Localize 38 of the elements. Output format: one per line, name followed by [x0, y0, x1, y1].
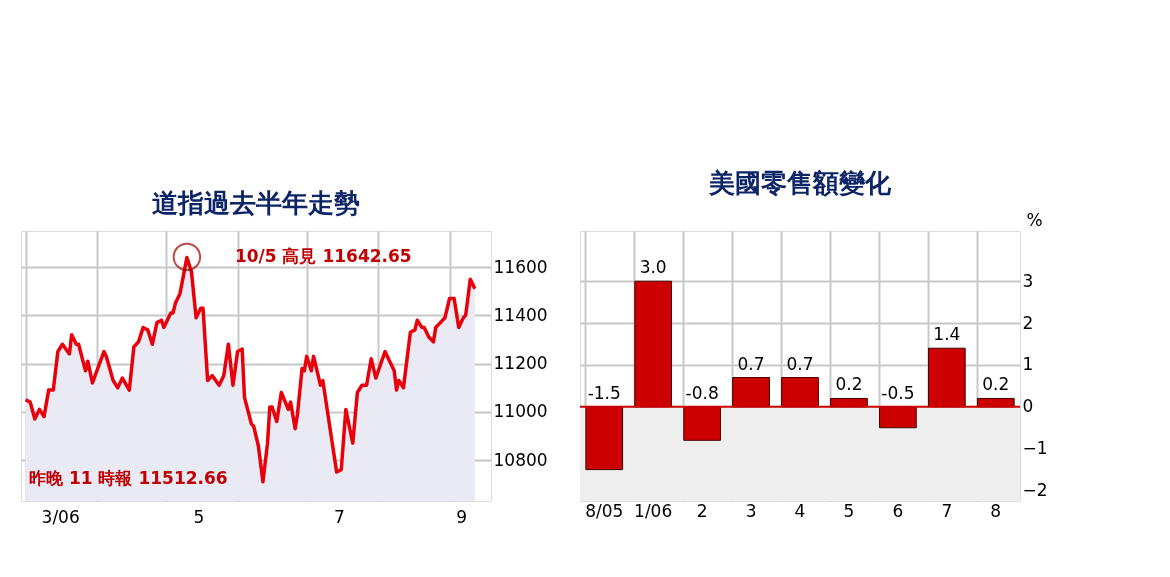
x-tick-label: 1/06 [634, 500, 673, 521]
x-tick-label: 7 [334, 506, 345, 527]
annotation: 昨晚 11 時報 11512.66 [29, 468, 228, 488]
x-tick-label: 4 [794, 500, 806, 521]
y-tick-label: −1 [1022, 438, 1048, 459]
y-tick-label: 11600 [493, 256, 548, 277]
text: 0.2 [835, 374, 863, 395]
x-tick-label: 8 [990, 500, 1002, 521]
y-tick-label: 2 [1022, 312, 1034, 333]
text: 3.0 [639, 257, 667, 278]
text: -1.5 [587, 382, 621, 403]
y-tick-label: −2 [1022, 480, 1048, 501]
text: -0.8 [685, 382, 719, 403]
text: 0.2 [982, 374, 1010, 395]
text: 0.7 [737, 353, 765, 374]
x-tick-label: 3/06 [41, 506, 80, 527]
chart-title: 美國零售額變化 [708, 168, 892, 198]
y-tick-label: 3 [1022, 270, 1034, 291]
y-tick-label: 11000 [493, 401, 548, 422]
x-tick-label: 2 [696, 500, 708, 521]
chart-title: 道指過去半年走勢 [152, 188, 360, 218]
x-tick-label: 6 [892, 500, 904, 521]
x-tick-label: 8/05 [585, 500, 624, 521]
x-tick-label: 9 [456, 506, 467, 527]
y-tick-label: 11200 [493, 353, 548, 374]
text: 0.7 [786, 353, 814, 374]
y-tick-label: 11400 [493, 304, 548, 325]
x-tick-label: 7 [941, 500, 953, 521]
y-tick-label: 1 [1022, 354, 1034, 375]
x-tick-label: 3 [745, 500, 757, 521]
text: -0.5 [881, 382, 915, 403]
y-tick-label: 10800 [493, 449, 548, 470]
y-tick-label: 0 [1022, 396, 1034, 417]
x-tick-label: 5 [193, 506, 205, 527]
x-tick-label: 5 [843, 500, 855, 521]
y-axis-title: % [1026, 209, 1043, 230]
text: 1.4 [933, 324, 961, 345]
annotation: 10/5 高見 11642.65 [234, 245, 412, 266]
